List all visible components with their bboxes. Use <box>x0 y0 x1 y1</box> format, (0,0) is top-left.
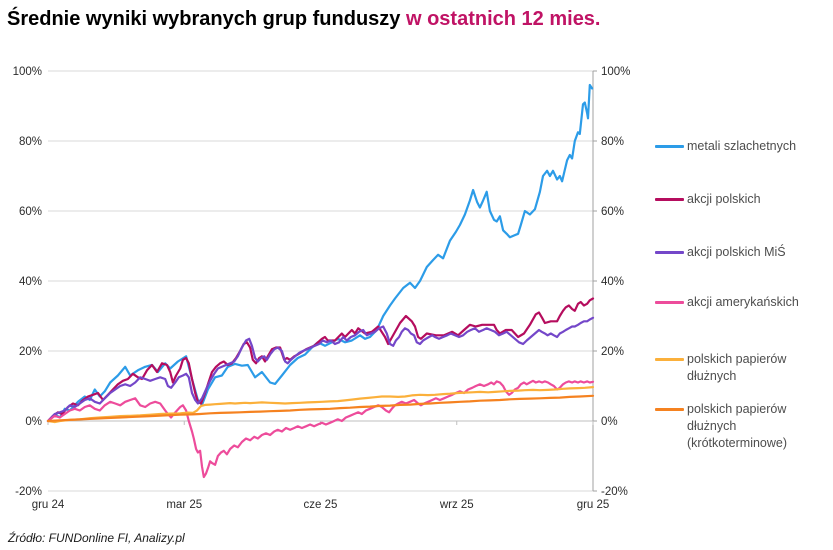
y-tick-label-left: 20% <box>19 346 42 358</box>
y-tick-label-right: 40% <box>601 276 624 288</box>
legend-label: metali szlachetnych <box>687 139 797 153</box>
x-tick-label: cze 25 <box>304 499 338 511</box>
y-tick-label-left: 0% <box>25 416 42 428</box>
series-line-2 <box>46 316 595 423</box>
y-tick-label-right: 20% <box>601 346 624 358</box>
legend-swatch <box>655 358 684 361</box>
legend-swatch <box>655 198 684 201</box>
y-tick-label-left: 100% <box>13 66 42 78</box>
y-tick-label-left: 60% <box>19 206 42 218</box>
legend-item-polskich-papierow-dluznych-krotkoterminowe: polskich papierów dłużnych (krótkotermin… <box>655 401 823 452</box>
legend-swatch <box>655 301 684 304</box>
legend-label: akcji polskich MiŚ <box>687 245 786 259</box>
legend-label: polskich papierów dłużnych (krótkotermin… <box>687 402 788 450</box>
x-tick-label: gru 24 <box>32 499 65 511</box>
legend-item-akcji-polskich: akcji polskich <box>655 191 823 208</box>
x-tick-label: mar 25 <box>166 499 202 511</box>
y-tick-label-right: 60% <box>601 206 624 218</box>
source-note: Źródło: FUNDonline FI, Analizy.pl <box>8 531 185 545</box>
legend-item-akcji-polskich-mis: akcji polskich MiŚ <box>655 244 823 261</box>
legend-label: polskich papierów dłużnych <box>687 352 787 383</box>
series-line-0 <box>46 83 594 423</box>
y-tick-label-left: 40% <box>19 276 42 288</box>
series-line-4 <box>46 386 595 424</box>
legend-item-polskich-papierow-dluznych: polskich papierów dłużnych <box>655 351 823 385</box>
legend-item-akcji-amerykanskich: akcji amerykańskich <box>655 294 823 311</box>
series-line-5 <box>46 394 595 423</box>
legend-swatch <box>655 408 684 411</box>
x-tick-label: wrz 25 <box>439 499 474 511</box>
legend-label: akcji polskich <box>687 192 761 206</box>
series-line-3 <box>46 379 595 479</box>
legend-swatch <box>655 251 684 254</box>
legend-item-metali-szlachetnych: metali szlachetnych <box>655 138 823 155</box>
legend-label: akcji amerykańskich <box>687 295 799 309</box>
x-tick-label: gru 25 <box>577 499 610 511</box>
chart-title-accent: w ostatnich 12 mies. <box>400 8 601 30</box>
y-tick-label-left: -20% <box>15 486 42 498</box>
y-tick-label-right: 0% <box>601 416 618 428</box>
y-tick-label-right: -20% <box>601 486 628 498</box>
chart-title-main: Średnie wyniki wybranych grup funduszy <box>7 8 401 30</box>
y-tick-label-right: 80% <box>601 136 624 148</box>
legend-swatch <box>655 145 684 148</box>
y-tick-label-right: 100% <box>601 66 630 78</box>
chart-title: Średnie wyniki wybranych grup funduszy w… <box>7 8 601 31</box>
y-tick-label-left: 80% <box>19 136 42 148</box>
